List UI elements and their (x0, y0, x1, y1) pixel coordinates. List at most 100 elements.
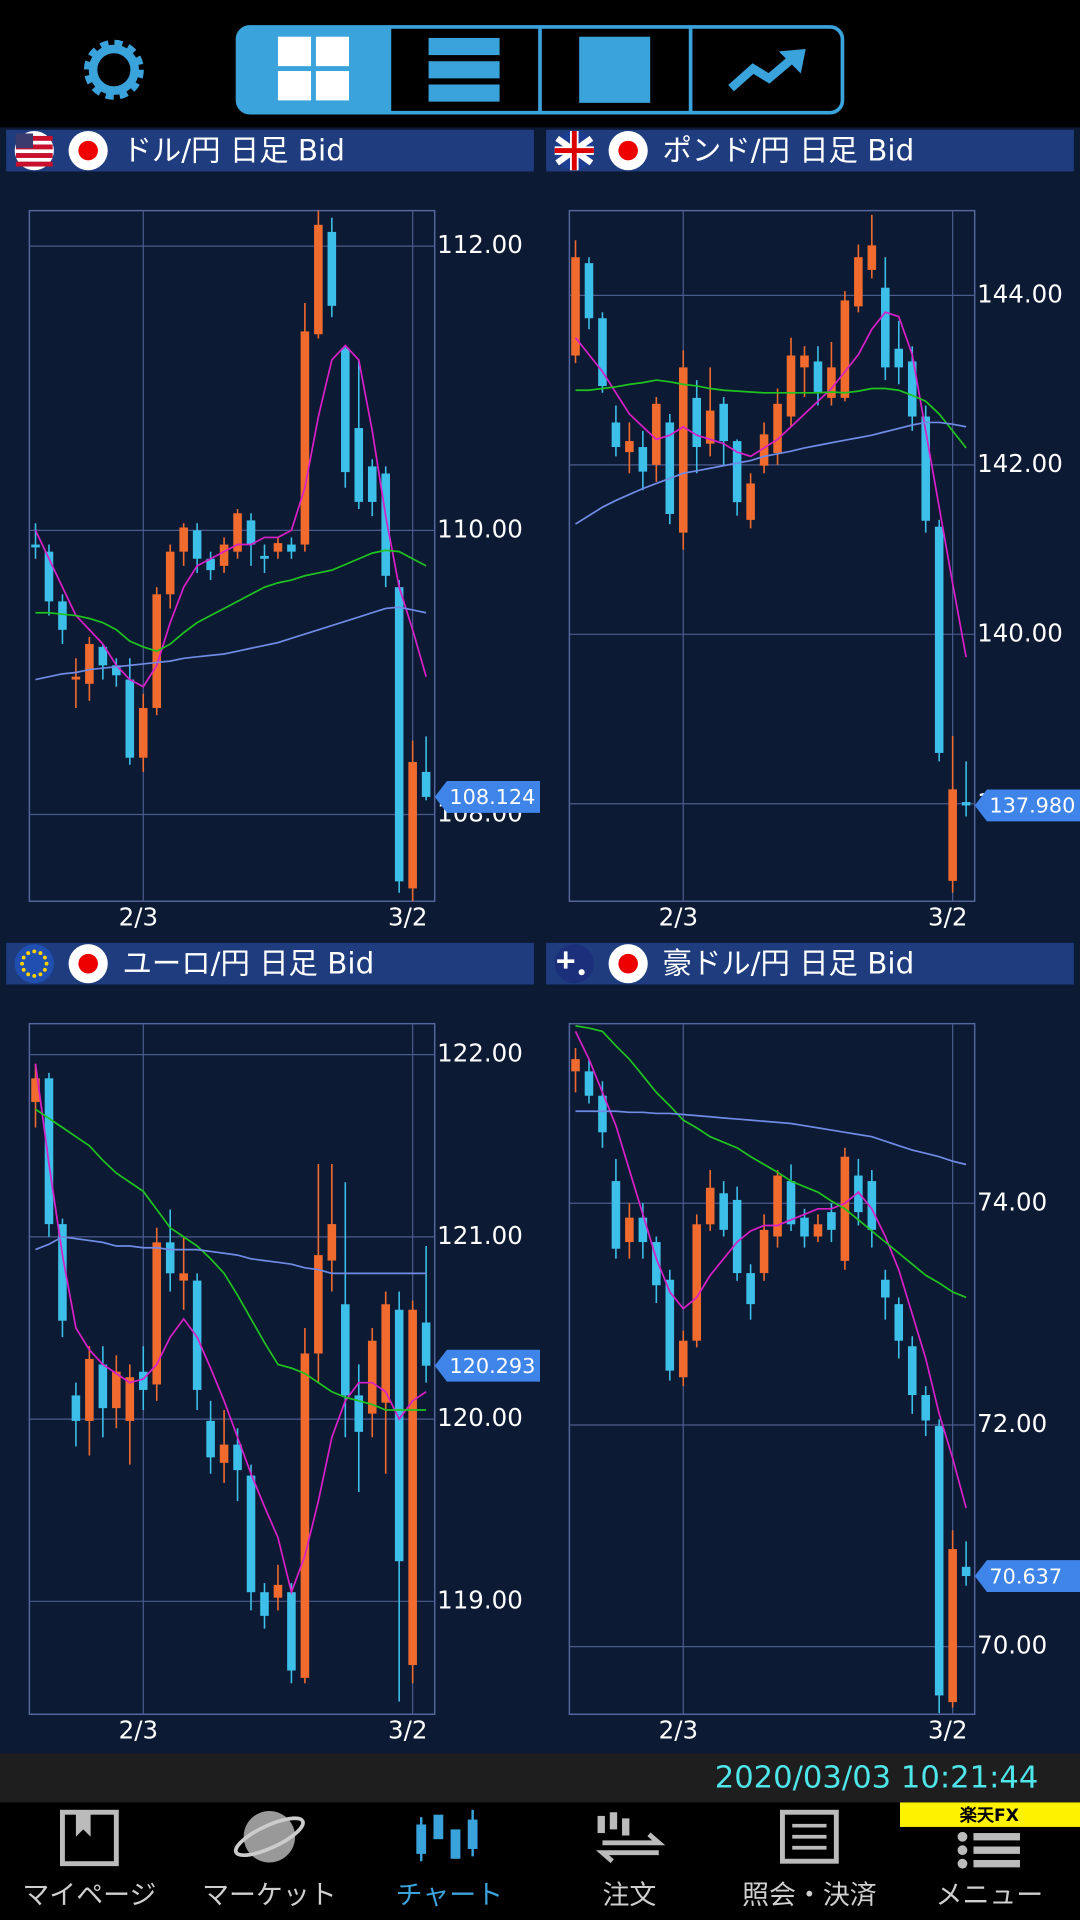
candle-body (921, 416, 930, 521)
candle-body (800, 355, 809, 368)
candle-body (233, 513, 242, 552)
nav-item[interactable]: 注文 (544, 1805, 715, 1918)
candle-body (381, 473, 390, 576)
icon-market (233, 1811, 305, 1863)
moving-average-line (34, 344, 427, 688)
chart-title: ユーロ/円 日足 Bid (122, 946, 374, 980)
flag-star (26, 972, 31, 977)
candle-body (125, 679, 135, 758)
candle-body (665, 1279, 675, 1371)
candle-body (98, 1364, 108, 1409)
tab-rows[interactable] (428, 37, 500, 102)
candle-body (260, 555, 269, 559)
candle-body (219, 1444, 229, 1463)
flag-star (42, 955, 47, 960)
candle-body (408, 1309, 417, 1666)
candle-body (367, 1340, 377, 1414)
y-tick-label: 74.00 (977, 1187, 1047, 1216)
candle-body (206, 1420, 215, 1458)
x-tick-label: 3/2 (388, 1715, 427, 1744)
candle-body (907, 361, 917, 417)
candle-body (652, 403, 661, 465)
candle-body (367, 466, 377, 502)
icon-chart (416, 1809, 478, 1862)
candle-body (759, 1229, 769, 1274)
candle-body (773, 403, 782, 453)
nav-item[interactable]: メニュー (904, 1805, 1075, 1918)
moving-average-line (575, 1110, 967, 1166)
plot-frame (28, 1022, 436, 1716)
candle-body (800, 1217, 809, 1237)
brand-badge (900, 1802, 1080, 1827)
x-tick-label: 2/3 (119, 902, 158, 931)
chart-title: ドル/円 日足 Bid (122, 133, 344, 167)
nav-item[interactable]: チャート (364, 1805, 535, 1918)
candle-body (233, 1444, 242, 1471)
status-bar (0, 1753, 1080, 1803)
timestamp: 2020/03/03 10:21:44 (715, 1761, 1039, 1796)
moving-average-line (574, 1031, 967, 1509)
candle-body (719, 1193, 728, 1230)
candle-body (287, 1592, 296, 1671)
last-price-label: 137.980 (989, 794, 1075, 818)
candle-body (827, 367, 836, 398)
flag-star (44, 961, 49, 966)
moving-average-line (35, 549, 427, 653)
y-tick-label: 142.00 (977, 449, 1063, 478)
tab-4-grid[interactable] (237, 26, 390, 113)
flag-star (32, 949, 37, 954)
nav-item[interactable]: マーケット (184, 1805, 355, 1918)
y-tick-label: 72.00 (977, 1409, 1047, 1438)
x-tick-label: 2/3 (659, 902, 698, 931)
candle-body (179, 527, 188, 552)
candle-body (611, 1181, 621, 1249)
candle-body (746, 1273, 755, 1305)
tab-single[interactable] (579, 36, 651, 103)
plot-frame (28, 209, 436, 902)
candle-body (867, 245, 877, 270)
candle-body (894, 1304, 904, 1341)
flag-stripe (15, 144, 53, 150)
tab-trend[interactable] (728, 48, 806, 92)
candle-body (961, 1566, 971, 1577)
candle-body (71, 1395, 81, 1421)
x-tick-label: 3/2 (388, 902, 427, 931)
candle-body (58, 601, 67, 630)
candle-body (894, 348, 904, 368)
candle-body (921, 1395, 930, 1421)
candle-body (354, 428, 364, 502)
candle-body (732, 441, 742, 503)
candle-body (421, 771, 431, 797)
flag-star (38, 972, 43, 977)
nav-item[interactable]: 照会・決済 (724, 1805, 895, 1918)
nav-label: マイページ (22, 1880, 156, 1911)
last-price-tag (434, 1349, 540, 1382)
candle-body (907, 1346, 917, 1396)
candle-body (165, 551, 175, 595)
nav-item[interactable]: マイページ (4, 1805, 175, 1918)
candle-body (652, 1242, 661, 1286)
candle-body (421, 1322, 431, 1366)
candle-body (638, 447, 648, 472)
candle-body (584, 263, 594, 319)
candle-body (786, 1181, 796, 1225)
candle-body (260, 1592, 269, 1616)
candle-body (625, 1217, 634, 1243)
candle-body (961, 802, 971, 806)
y-tick-label: 112.00 (437, 230, 523, 259)
nav-label: 照会・決済 (742, 1880, 877, 1911)
candle-body (381, 1304, 390, 1403)
moving-average-line (574, 311, 967, 658)
candle-body (71, 676, 81, 680)
settings-button[interactable] (83, 39, 144, 100)
candle-body (98, 646, 108, 666)
y-tick-label: 121.00 (437, 1221, 523, 1250)
candle-body (625, 441, 634, 453)
candle-body (314, 1255, 323, 1354)
candle-body (273, 1584, 283, 1598)
candle-body (692, 397, 702, 448)
flag-star (26, 951, 31, 956)
flag-cross (557, 951, 575, 969)
candle-body (138, 707, 148, 758)
